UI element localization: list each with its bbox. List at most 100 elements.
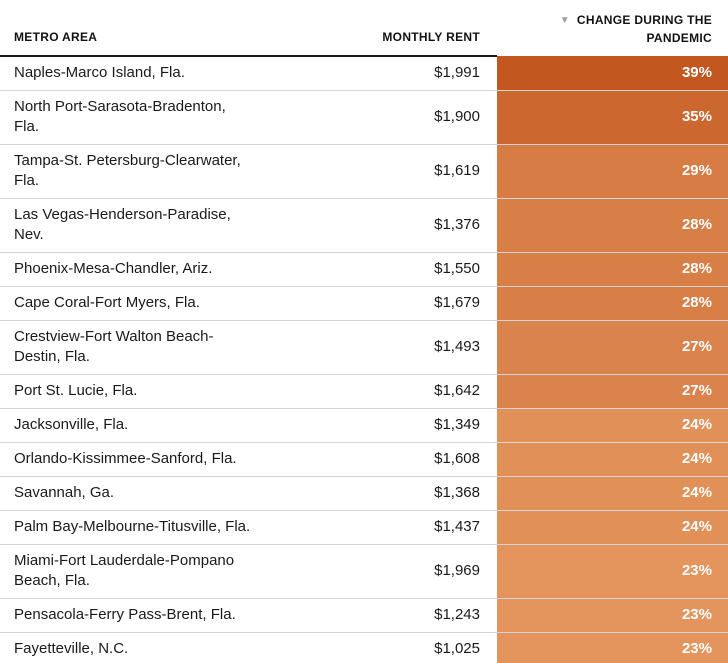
metro-area-text: Fla. xyxy=(14,118,40,135)
metro-area-cell: Port St. Lucie, Fla. xyxy=(0,375,360,409)
metro-area-cell: Palm Bay-Melbourne-Titusville, Fla. xyxy=(0,511,360,545)
metro-area-cell: Jacksonville, Fla. xyxy=(0,409,360,443)
change-value: 27% xyxy=(681,338,712,355)
change-value: 24% xyxy=(681,484,712,501)
metro-area-text: Tampa-St. Petersburg-Clearwater, xyxy=(14,152,241,169)
metro-area-text: Jacksonville, Fla. xyxy=(14,416,129,433)
table-row: Orlando-Kissimmee-Sanford, Fla. $1,608 24% xyxy=(0,442,728,477)
table-row: Fayetteville, N.C. $1,025 23% xyxy=(0,632,728,663)
change-value: 23% xyxy=(681,640,712,657)
change-cell: 23% xyxy=(497,598,728,633)
metro-area-text: Savannah, Ga. xyxy=(14,484,115,501)
metro-area-text: Fla. xyxy=(14,172,40,189)
monthly-rent-value: $1,619 xyxy=(434,162,480,179)
monthly-rent-value: $1,679 xyxy=(434,294,480,311)
change-value: 28% xyxy=(681,216,712,233)
table-row: Miami-Fort Lauderdale-Pompano Beach, Fla.… xyxy=(0,544,728,599)
column-header-change-during-pandemic[interactable]: ▼ CHANGE DURING THE PANDEMIC xyxy=(497,0,728,56)
monthly-rent-cell: $1,619 xyxy=(360,145,497,199)
change-cell: 23% xyxy=(497,544,728,599)
metro-area-text: Las Vegas-Henderson-Paradise, xyxy=(14,206,231,223)
table-row: Cape Coral-Fort Myers, Fla. $1,679 28% xyxy=(0,286,728,321)
metro-area-text: Orlando-Kissimmee-Sanford, Fla. xyxy=(14,450,237,467)
monthly-rent-value: $1,900 xyxy=(434,108,480,125)
monthly-rent-cell: $1,900 xyxy=(360,91,497,145)
monthly-rent-cell: $1,368 xyxy=(360,477,497,511)
monthly-rent-cell: $1,679 xyxy=(360,287,497,321)
monthly-rent-cell: $1,642 xyxy=(360,375,497,409)
table-row: Palm Bay-Melbourne-Titusville, Fla. $1,43… xyxy=(0,510,728,545)
metro-area-cell: Fayetteville, N.C. xyxy=(0,633,360,663)
change-cell: 24% xyxy=(497,442,728,477)
change-cell: 27% xyxy=(497,374,728,409)
monthly-rent-cell: $1,608 xyxy=(360,443,497,477)
metro-area-cell: Tampa-St. Petersburg-Clearwater, Fla. xyxy=(0,145,360,199)
change-cell: 35% xyxy=(497,90,728,145)
change-value: 35% xyxy=(681,108,712,125)
metro-area-text: Nev. xyxy=(14,226,44,243)
sort-desc-icon: ▼ xyxy=(559,15,570,26)
table-row: Tampa-St. Petersburg-Clearwater, Fla. $1,6… xyxy=(0,144,728,199)
table-row: Jacksonville, Fla. $1,349 24% xyxy=(0,408,728,443)
table-row: Phoenix-Mesa-Chandler, Ariz. $1,550 28% xyxy=(0,252,728,287)
change-value: 39% xyxy=(681,63,712,81)
change-value: 23% xyxy=(681,606,712,623)
metro-area-cell: Phoenix-Mesa-Chandler, Ariz. xyxy=(0,253,360,287)
change-value: 24% xyxy=(681,416,712,433)
table-row: North Port-Sarasota-Bradenton, Fla. $1,900… xyxy=(0,90,728,145)
change-cell: 39% xyxy=(497,56,728,91)
monthly-rent-value: $1,969 xyxy=(434,562,480,579)
table-row: Crestview-Fort Walton Beach- Destin, Fla.… xyxy=(0,320,728,375)
table-row: Naples-Marco Island, Fla. $1,991 39% xyxy=(0,56,728,91)
change-cell: 24% xyxy=(497,510,728,545)
monthly-rent-value: $1,991 xyxy=(434,64,480,81)
change-cell: 27% xyxy=(497,320,728,375)
monthly-rent-value: $1,550 xyxy=(434,260,480,277)
column-header-metro-area[interactable]: METRO AREA xyxy=(0,0,360,57)
monthly-rent-cell: $1,376 xyxy=(360,199,497,253)
change-cell: 29% xyxy=(497,144,728,199)
monthly-rent-cell: $1,991 xyxy=(360,56,497,91)
change-value: 24% xyxy=(681,518,712,535)
metro-area-cell: Pensacola-Ferry Pass-Brent, Fla. xyxy=(0,599,360,633)
monthly-rent-cell: $1,969 xyxy=(360,545,497,599)
table-row: Las Vegas-Henderson-Paradise, Nev. $1,376 2… xyxy=(0,198,728,253)
table-row: Savannah, Ga. $1,368 24% xyxy=(0,476,728,511)
metro-area-cell: Crestview-Fort Walton Beach- Destin, Fla. xyxy=(0,321,360,375)
table-header: METRO AREA MONTHLY RENT ▼ CHANGE DURING T… xyxy=(0,0,728,57)
table-body: Naples-Marco Island, Fla. $1,991 39% North … xyxy=(0,56,728,663)
change-cell: 23% xyxy=(497,632,728,663)
metro-area-cell: Las Vegas-Henderson-Paradise, Nev. xyxy=(0,199,360,253)
monthly-rent-cell: $1,493 xyxy=(360,321,497,375)
monthly-rent-value: $1,437 xyxy=(434,518,480,535)
table-row: Pensacola-Ferry Pass-Brent, Fla. $1,243 23… xyxy=(0,598,728,633)
change-cell: 28% xyxy=(497,198,728,253)
metro-area-text: Phoenix-Mesa-Chandler, Ariz. xyxy=(14,260,213,277)
metro-area-text: Palm Bay-Melbourne-Titusville, Fla. xyxy=(14,518,251,535)
monthly-rent-value: $1,376 xyxy=(434,216,480,233)
metro-area-cell: Naples-Marco Island, Fla. xyxy=(0,56,360,91)
monthly-rent-cell: $1,349 xyxy=(360,409,497,443)
metro-area-cell: Cape Coral-Fort Myers, Fla. xyxy=(0,287,360,321)
column-header-monthly-rent-label: MONTHLY RENT xyxy=(382,30,480,44)
monthly-rent-cell: $1,025 xyxy=(360,633,497,663)
change-cell: 28% xyxy=(497,286,728,321)
change-value: 28% xyxy=(681,260,712,277)
change-value: 23% xyxy=(681,562,712,579)
monthly-rent-cell: $1,243 xyxy=(360,599,497,633)
monthly-rent-value: $1,493 xyxy=(434,338,480,355)
monthly-rent-value: $1,025 xyxy=(434,640,480,657)
metro-area-text: Pensacola-Ferry Pass-Brent, Fla. xyxy=(14,606,236,623)
metro-area-cell: Savannah, Ga. xyxy=(0,477,360,511)
metro-area-text: North Port-Sarasota-Bradenton, xyxy=(14,98,226,115)
monthly-rent-value: $1,368 xyxy=(434,484,480,501)
change-value: 29% xyxy=(681,162,712,179)
change-value: 28% xyxy=(681,294,712,311)
change-cell: 24% xyxy=(497,476,728,511)
metro-area-cell: Orlando-Kissimmee-Sanford, Fla. xyxy=(0,443,360,477)
monthly-rent-value: $1,608 xyxy=(434,450,480,467)
metro-area-text: Destin, Fla. xyxy=(14,348,90,365)
column-header-monthly-rent[interactable]: MONTHLY RENT xyxy=(360,0,497,57)
change-cell: 28% xyxy=(497,252,728,287)
